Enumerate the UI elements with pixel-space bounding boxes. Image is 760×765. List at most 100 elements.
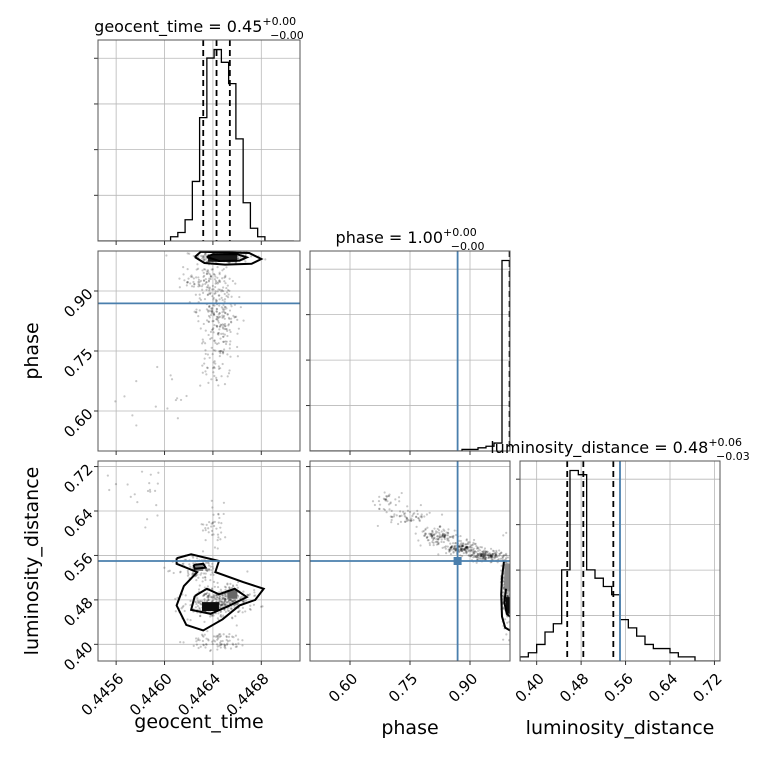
sample-point [221,596,224,599]
sample-point [470,546,474,549]
sample-point [458,545,461,548]
sample-point [207,320,211,323]
sample-point [469,546,472,549]
sample-point [419,503,422,507]
sample-point [234,643,237,646]
sample-point [114,483,118,486]
sample-point [450,544,454,548]
x-tick-label-luminosity_distance: 0.48 [556,670,592,706]
sample-point [209,273,212,276]
sample-point [433,533,436,536]
sample-point [212,573,215,576]
sample-point [206,366,209,370]
sample-point [212,580,216,583]
sample-point [185,284,188,287]
sample-point [211,571,214,574]
sample-point [212,327,215,330]
sample-point [182,604,185,608]
sample-point [189,565,192,568]
sample-point [484,552,487,555]
sample-point [236,602,239,606]
sample-point [216,648,219,651]
sample-point [216,533,220,536]
sample-point [216,634,219,637]
sample-point [481,550,484,553]
sample-point [440,535,444,539]
sample-point [207,272,210,275]
sample-point [218,298,221,301]
sample-point [213,273,216,276]
sample-point [203,258,206,261]
sample-point [490,555,493,558]
sample-point [469,549,472,552]
sample-point [207,314,211,318]
sample-point [229,607,232,610]
contour-line [194,251,264,266]
sample-point [227,372,231,375]
sample-point [156,482,159,485]
sample-point [479,553,482,556]
sample-point [220,306,223,309]
sample-point [230,317,233,320]
sample-point [230,616,234,619]
sample-point [206,353,210,356]
sample-point [461,549,464,553]
sample-point [459,546,462,550]
sample-point [230,321,233,324]
sample-point [490,554,493,557]
sample-point [206,293,210,296]
sample-point [472,541,475,544]
sample-point [418,518,421,522]
sample-point [194,606,197,609]
sample-point [195,308,198,311]
sample-point [237,327,240,330]
sample-point [223,646,226,649]
sample-point [227,635,231,638]
sample-point [422,534,426,537]
sample-point [191,556,195,559]
sample-point [471,553,474,556]
sample-point [194,637,198,640]
sample-point [217,536,220,539]
sample-point [219,613,222,617]
sample-point [499,557,502,560]
sample-point [449,535,452,539]
sample-point [144,526,147,529]
sample-point [226,600,230,604]
sample-point [222,267,225,271]
sample-point [195,601,198,604]
sample-point [197,320,200,323]
histogram-panel-phase [310,251,510,451]
sample-point [244,599,247,602]
sample-point [201,371,204,374]
sample-point [202,594,206,597]
sample-point [204,282,207,286]
sample-point [242,599,245,602]
sample-point [209,274,213,278]
sample-point [442,540,445,544]
sample-point [389,502,392,505]
sample-point [209,275,213,278]
sample-point [414,532,417,535]
sample-point [214,291,217,295]
sample-point [438,525,441,529]
sample-point [400,491,403,495]
sample-point [218,328,221,331]
sample-point [448,548,451,551]
sample-point [220,615,223,618]
sample-point [220,290,223,293]
sample-point [453,548,456,551]
sample-point [209,649,212,653]
sample-point [418,519,421,523]
sample-point [183,279,186,282]
sample-point [446,545,449,548]
sample-point [470,548,473,551]
sample-point [481,550,485,554]
sample-point [221,604,224,607]
sample-point [126,483,129,486]
sample-point [505,531,508,534]
sample-point [443,536,446,539]
sample-point [186,281,189,284]
sample-point [202,643,205,646]
sample-point [220,531,223,534]
